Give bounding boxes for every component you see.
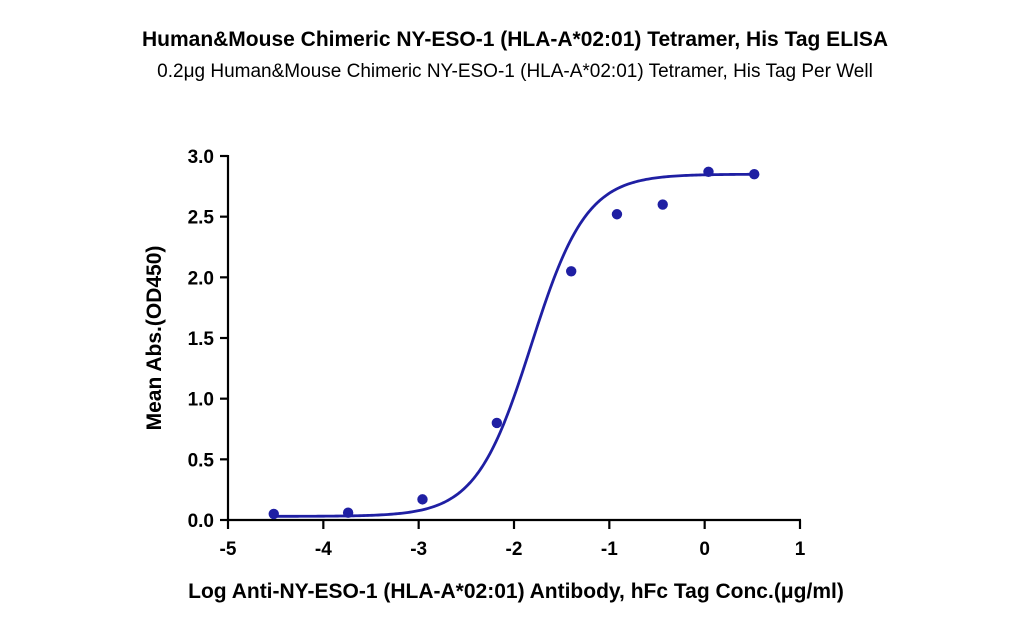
- chart-subtitle: 0.2μg Human&Mouse Chimeric NY-ESO-1 (HLA…: [157, 61, 873, 82]
- fit-curve-layer: [273, 172, 755, 518]
- y-tick-label: 0.5: [188, 450, 215, 471]
- x-tick-label: -5: [220, 539, 237, 560]
- y-tick-label: 0.0: [188, 511, 214, 532]
- y-tick-label: 2.5: [188, 208, 215, 229]
- x-tick-label: 1: [795, 539, 806, 560]
- data-point: [268, 508, 279, 520]
- data-point: [657, 199, 668, 210]
- chart-title: Human&Mouse Chimeric NY-ESO-1 (HLA-A*02:…: [141, 28, 889, 51]
- y-tick-label: 1.5: [188, 329, 215, 350]
- x-tick-label: 0: [699, 539, 710, 560]
- x-axis-label: Log Anti-NY-ESO-1 (HLA-A*02:01) Antibody…: [188, 580, 844, 603]
- x-tick-label: -2: [506, 539, 523, 560]
- data-point: [703, 166, 714, 177]
- data-point: [417, 494, 428, 505]
- data-points-layer: [268, 166, 760, 520]
- data-point: [611, 209, 623, 220]
- x-tick-label: -4: [315, 539, 332, 560]
- data-point: [342, 507, 354, 518]
- x-tick-label: -1: [601, 539, 618, 560]
- x-tick-label: -3: [410, 539, 427, 560]
- y-axis-label: Mean Abs.(OD450): [143, 246, 166, 431]
- data-point: [566, 266, 577, 277]
- y-tick-label: 3.0: [188, 147, 214, 168]
- axes: 0.0 0.5 1.0 1.5 2.0 2.5 3.0 -5 -4 -3 -2 -1 0 1: [188, 147, 806, 560]
- data-point: [749, 169, 760, 180]
- fit-curve: [273, 172, 755, 518]
- y-tick-label: 1.0: [188, 390, 214, 411]
- y-tick-label: 2.0: [188, 268, 214, 289]
- data-point: [491, 417, 503, 429]
